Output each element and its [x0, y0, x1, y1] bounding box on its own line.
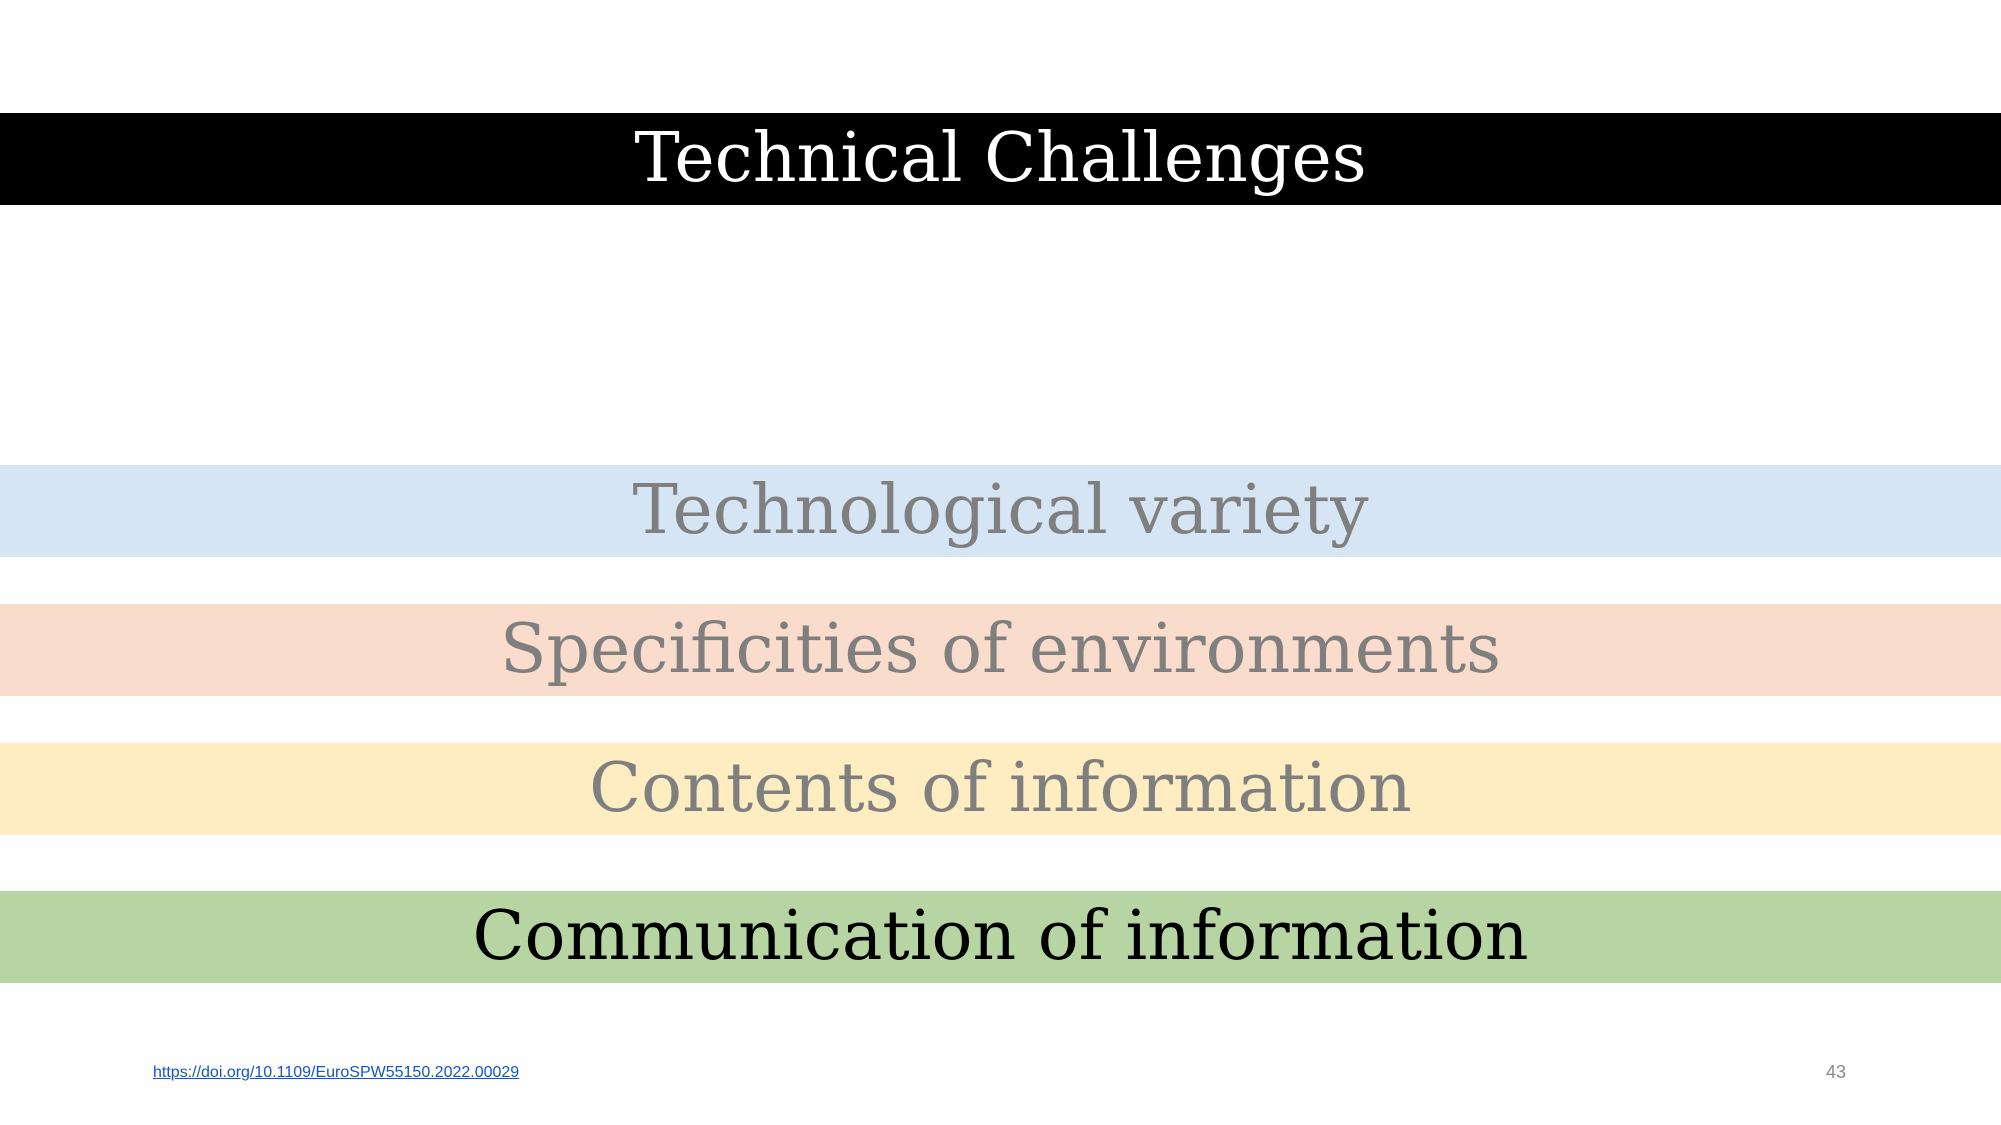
- slide-title: Technical Challenges: [634, 119, 1367, 198]
- challenge-label: Specificities of environments: [499, 610, 1502, 689]
- challenge-band-contents-of-information: Contents of information: [0, 743, 2001, 835]
- challenge-label: Contents of information: [589, 749, 1412, 828]
- challenge-label: Communication of information: [472, 897, 1529, 976]
- challenge-label: Technological variety: [632, 471, 1369, 550]
- challenge-band-specificities-of-environments: Specificities of environments: [0, 604, 2001, 696]
- challenge-band-communication-of-information: Communication of information: [0, 891, 2001, 983]
- doi-reference-link[interactable]: https://doi.org/10.1109/EuroSPW55150.202…: [153, 1064, 520, 1081]
- slide-title-bar: Technical Challenges: [0, 113, 2001, 205]
- page-number: 43: [1826, 1062, 1847, 1082]
- challenge-band-technological-variety: Technological variety: [0, 465, 2001, 557]
